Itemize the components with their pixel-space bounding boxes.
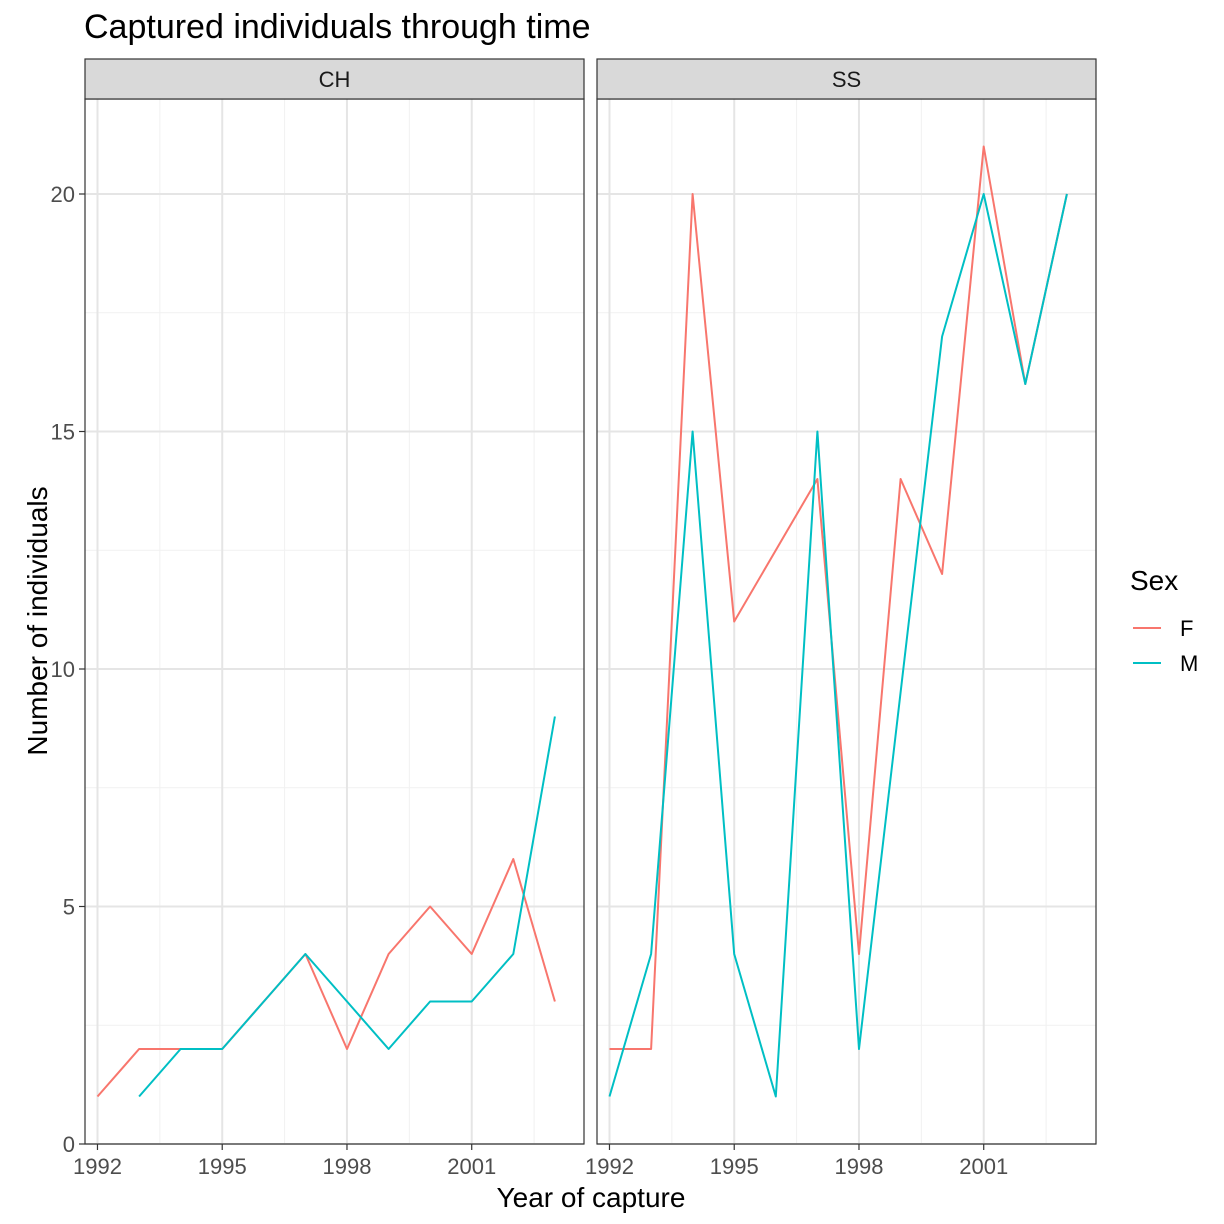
facet-strip bbox=[596, 58, 1097, 100]
legend-title: Sex bbox=[1130, 565, 1178, 596]
series-line-ss-f bbox=[609, 145, 1068, 1050]
panel-ss: SS 1992 1995 1998 2001 bbox=[585, 58, 1097, 1179]
y-tick-label: 0 bbox=[63, 1132, 75, 1157]
x-tick-label: 1998 bbox=[322, 1154, 371, 1179]
series-line-ch-f bbox=[96, 858, 556, 1098]
x-tick-label: 1992 bbox=[585, 1154, 634, 1179]
y-tick-label: 20 bbox=[51, 182, 75, 207]
panel-background bbox=[597, 99, 1096, 1144]
legend-label: M bbox=[1180, 651, 1198, 676]
panels: CH 1992 1995 1998 2001 0 5 10 15 20 SS 1992 1995 1998… bbox=[51, 58, 1097, 1179]
facet-label: SS bbox=[832, 67, 861, 92]
x-tick-label: 1995 bbox=[710, 1154, 759, 1179]
facet-label: CH bbox=[319, 67, 351, 92]
facet-strip bbox=[84, 58, 585, 100]
x-tick-label: 1998 bbox=[834, 1154, 883, 1179]
panel-background bbox=[85, 99, 584, 1144]
x-axis-label: Year of capture bbox=[497, 1182, 686, 1213]
legend-item-m: M bbox=[1133, 651, 1198, 676]
y-tick-label: 5 bbox=[63, 895, 75, 920]
x-tick-label: 2001 bbox=[959, 1154, 1008, 1179]
x-tick-label: 2001 bbox=[447, 1154, 496, 1179]
y-tick-label: 10 bbox=[51, 657, 75, 682]
panel-ch: CH 1992 1995 1998 2001 0 5 10 15 20 bbox=[51, 58, 585, 1179]
x-tick-label: 1995 bbox=[198, 1154, 247, 1179]
y-axis-label: Number of individuals bbox=[22, 486, 53, 755]
legend: Sex FM bbox=[1130, 565, 1198, 676]
series-line-ch-m bbox=[138, 716, 556, 1098]
x-tick-label: 1992 bbox=[73, 1154, 122, 1179]
chart-title: Captured individuals through time bbox=[84, 8, 591, 46]
y-tick-label: 15 bbox=[51, 420, 75, 445]
legend-label: F bbox=[1180, 616, 1193, 641]
legend-item-f: F bbox=[1133, 616, 1193, 641]
series-line-ss-m bbox=[608, 193, 1068, 1098]
